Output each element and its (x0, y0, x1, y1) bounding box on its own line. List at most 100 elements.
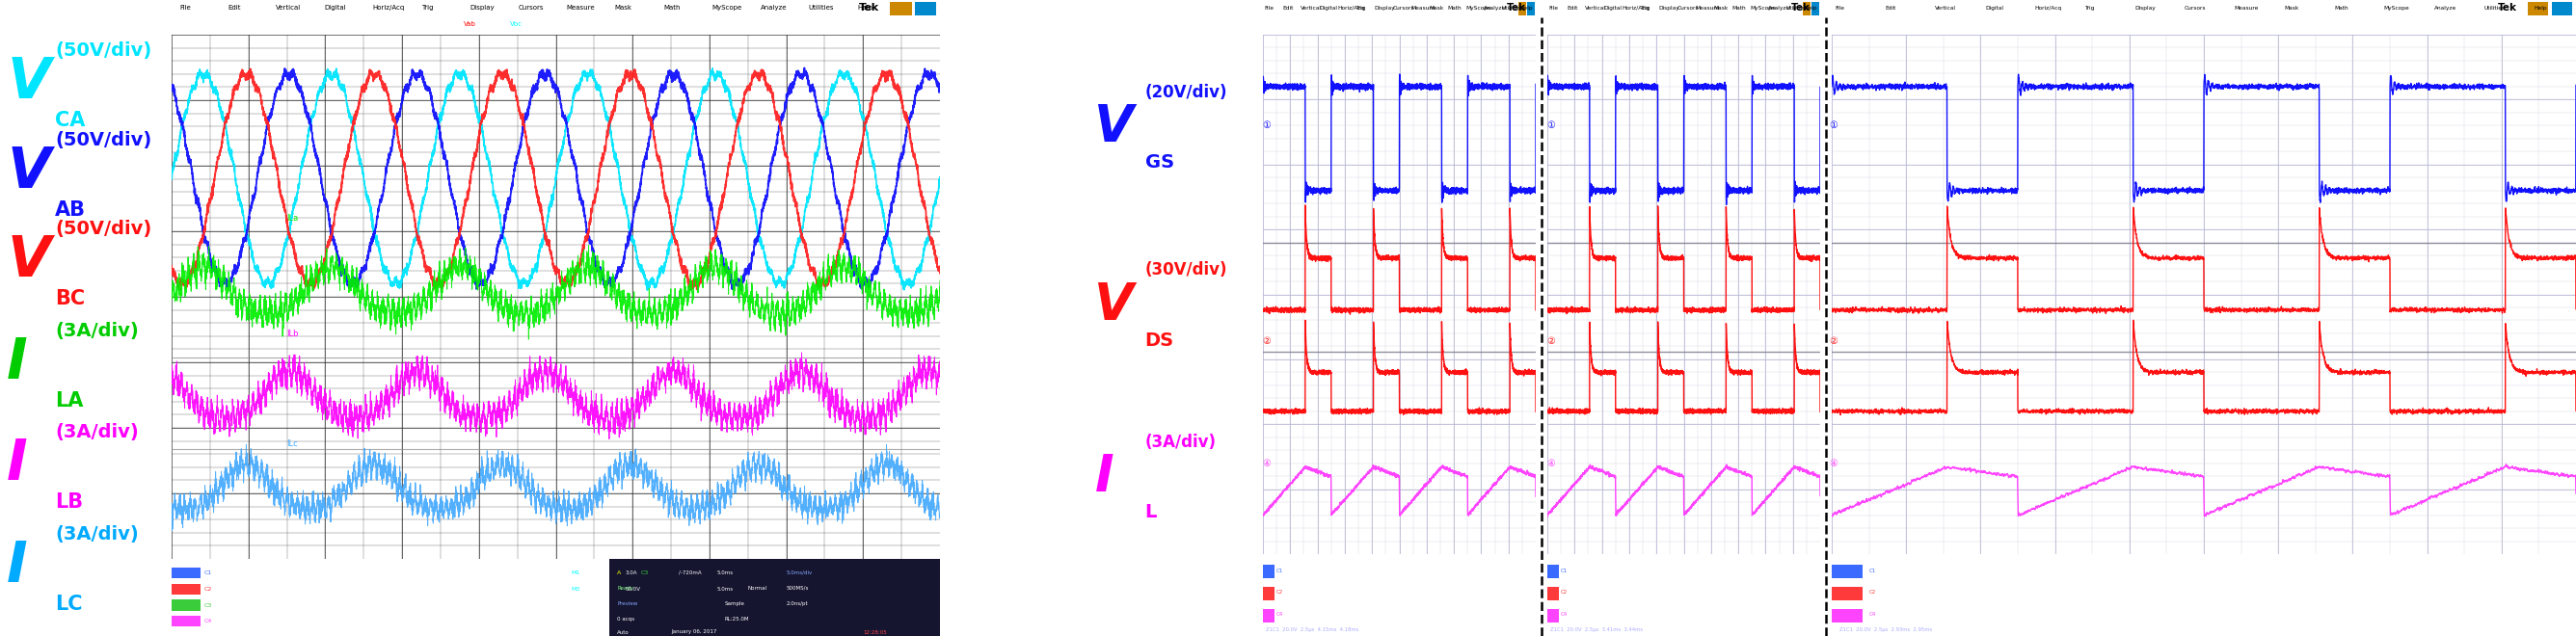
Text: 1MΩ: 1MΩ (386, 603, 399, 607)
Text: Mask: Mask (616, 5, 631, 11)
Text: V: V (1095, 102, 1133, 152)
Bar (611, 555, 940, 636)
Text: 3.0A/div: 3.0A/div (1937, 612, 1958, 617)
Text: 1MΩ: 1MΩ (1368, 568, 1378, 573)
Text: 2.5µ: 2.5µ (2478, 590, 2491, 595)
Bar (1517, 2, 1525, 16)
Bar (891, 2, 912, 16)
Bar (2550, 2, 2573, 16)
Text: Bw:120M: Bw:120M (1698, 612, 1721, 617)
Text: ②: ② (1829, 336, 1837, 346)
Text: Bw:120M: Bw:120M (2241, 612, 2264, 617)
Bar (2527, 2, 2548, 16)
Text: Trig: Trig (422, 5, 433, 11)
Text: C4: C4 (1870, 612, 1875, 617)
Text: Horiz/Acq: Horiz/Acq (1623, 5, 1649, 10)
Text: Horiz/Acq: Horiz/Acq (2035, 5, 2061, 10)
Text: Math: Math (1731, 5, 1747, 10)
Text: Measure: Measure (567, 5, 595, 11)
Text: 3.0A/div: 3.0A/div (247, 619, 270, 624)
Text: ①: ① (1262, 121, 1270, 130)
Text: ILb: ILb (286, 329, 299, 338)
Text: 1MΩ: 1MΩ (2115, 612, 2125, 617)
Text: Auto: Auto (618, 630, 629, 635)
Text: Tek: Tek (860, 3, 878, 13)
Text: Horiz/Acq: Horiz/Acq (1337, 5, 1365, 10)
Text: Normal: Normal (747, 586, 768, 591)
Text: Measure: Measure (1412, 5, 1435, 10)
Text: 12:28:05: 12:28:05 (863, 630, 886, 635)
Text: (30V/div): (30V/div) (1144, 261, 1226, 279)
Text: File: File (1265, 5, 1275, 10)
Text: Edit: Edit (227, 5, 240, 11)
Text: 1MΩ: 1MΩ (1651, 590, 1662, 595)
Text: I: I (8, 437, 28, 492)
Text: A: A (618, 570, 621, 575)
Text: 30.0V: 30.0V (1739, 568, 1754, 573)
Text: Bw:200M: Bw:200M (1414, 590, 1437, 595)
Text: RL:25.0M: RL:25.0M (724, 617, 750, 621)
Text: Display: Display (2136, 5, 2156, 10)
Text: M3: M3 (572, 586, 580, 591)
Text: File: File (1837, 5, 1844, 10)
Text: 1: 1 (155, 167, 160, 176)
Text: Bw:200M: Bw:200M (1698, 568, 1721, 573)
Text: Utilities: Utilities (1785, 5, 1808, 10)
Text: 1MΩ: 1MΩ (386, 570, 399, 575)
Text: Vbc: Vbc (510, 22, 523, 27)
Text: C3: C3 (204, 603, 211, 607)
Text: ①: ① (1829, 121, 1837, 130)
Text: Cursors: Cursors (518, 5, 544, 11)
Text: Mask: Mask (1430, 5, 1443, 10)
Text: GS: GS (1144, 153, 1175, 171)
Text: Tek: Tek (2499, 3, 2517, 13)
Text: Mask: Mask (2285, 5, 2298, 10)
Bar (1832, 609, 1862, 622)
Text: 2.5µ: 2.5µ (2478, 568, 2491, 573)
Text: Z1C1  20.0V  2.5µs  3.41ms  3.44ms: Z1C1 20.0V 2.5µs 3.41ms 3.44ms (1551, 627, 1643, 632)
Text: AB: AB (54, 200, 85, 219)
Text: ②: ② (1262, 336, 1270, 346)
Bar (1548, 587, 1558, 600)
Text: C1: C1 (1278, 568, 1283, 573)
Text: Trig: Trig (1641, 5, 1651, 10)
Text: V: V (8, 233, 52, 288)
Text: (20V/div): (20V/div) (1144, 83, 1226, 101)
Text: Vertical: Vertical (1935, 5, 1955, 10)
Text: (50V/div): (50V/div) (54, 42, 152, 60)
Text: 1MΩ: 1MΩ (1651, 568, 1662, 573)
Text: Cursors: Cursors (1391, 5, 1414, 10)
Text: 3: 3 (155, 293, 160, 301)
Text: Z1C1  20.0V  2.5µs  4.15ms  4.18ms: Z1C1 20.0V 2.5µs 4.15ms 4.18ms (1265, 627, 1358, 632)
Text: Help: Help (2535, 5, 2548, 10)
Text: Math: Math (665, 5, 680, 11)
Text: Cursors: Cursors (1677, 5, 1698, 10)
Text: Preview: Preview (618, 601, 639, 606)
Text: ④: ④ (1829, 459, 1837, 468)
Text: Trig: Trig (1355, 5, 1365, 10)
Text: Measure: Measure (1695, 5, 1718, 10)
Text: 30.0V/div: 30.0V/div (1587, 590, 1610, 595)
Text: I: I (8, 539, 28, 593)
Text: 0 acqs: 0 acqs (618, 617, 634, 621)
Text: Edit: Edit (1886, 5, 1896, 10)
Text: 1MΩ: 1MΩ (2115, 568, 2125, 573)
Text: 2.5µ: 2.5µ (1785, 590, 1795, 595)
Text: Utilities: Utilities (809, 5, 835, 11)
Text: Mask: Mask (1713, 5, 1728, 10)
Text: Bw:120M: Bw:120M (1414, 612, 1437, 617)
Text: Digital: Digital (1319, 5, 1337, 10)
Bar (173, 584, 201, 595)
Bar (173, 567, 201, 578)
Text: 500MS/s: 500MS/s (786, 586, 809, 591)
Text: Measure: Measure (2233, 5, 2259, 10)
Text: Display: Display (1373, 5, 1396, 10)
Text: Bw:200M: Bw:200M (1414, 568, 1437, 573)
Text: 2.0ns/pt: 2.0ns/pt (786, 601, 809, 606)
Text: 30.0V: 30.0V (2352, 568, 2367, 573)
Text: Analyze: Analyze (760, 5, 786, 11)
Text: 50.0V/div: 50.0V/div (247, 586, 273, 591)
Text: File: File (1548, 5, 1558, 10)
Text: Sample: Sample (724, 601, 744, 606)
Text: 1MΩ: 1MΩ (1651, 612, 1662, 617)
